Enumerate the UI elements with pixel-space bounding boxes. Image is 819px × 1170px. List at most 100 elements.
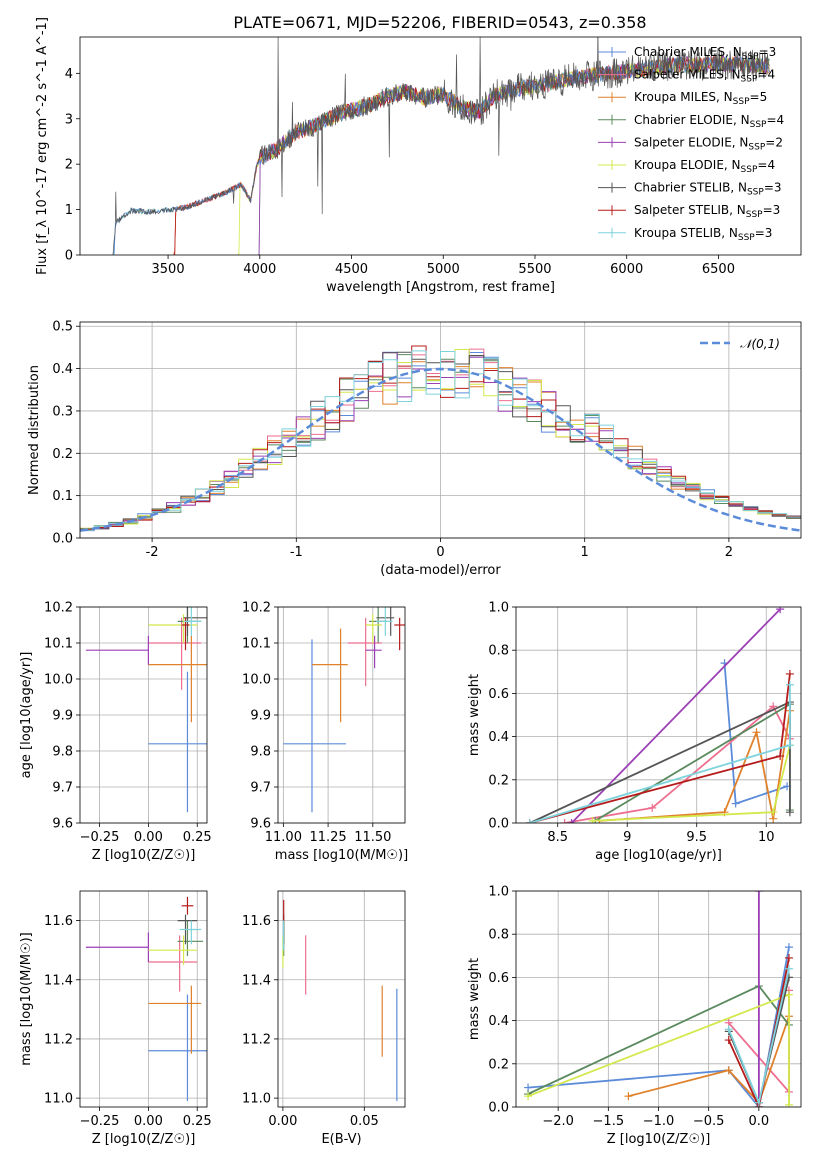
weight-point-marker (724, 1036, 733, 1045)
age_vs_Z-ylabel: age [log10(age/yr)] (19, 652, 34, 779)
y-tick-label: 10.0 (44, 673, 73, 688)
x-tick-label: 0.00 (134, 1114, 163, 1129)
weight-point-marker (784, 943, 793, 952)
y-tick-label: 0.6 (488, 971, 509, 986)
x-tick-label: 11.00 (265, 830, 302, 845)
y-tick-label: 2 (65, 158, 73, 173)
legend-entry-label: Salpeter ELODIE, NSSP=2 (634, 135, 783, 152)
mass_weight_vs_age-plot-area (525, 607, 794, 823)
age_vs_Z-plot-area (85, 607, 207, 813)
mass_weight_vs_age-frame (515, 606, 802, 824)
x-tick-label: 0.0 (749, 1114, 770, 1129)
weight-point-marker (731, 799, 740, 808)
spectrum-frame (79, 36, 802, 256)
y-tick-label: 1.0 (488, 885, 509, 900)
errorbar-point (181, 896, 194, 915)
weight-series-line (594, 702, 791, 822)
x-tick-label: −1.5 (593, 1114, 625, 1129)
y-tick-label: 0.8 (488, 928, 509, 943)
spectrum-plot-area (112, 37, 771, 255)
weight-point-marker (769, 808, 778, 817)
x-tick-label: 2 (725, 545, 733, 560)
y-tick-label: 10.1 (44, 637, 73, 652)
figure-title: PLATE=0671, MJD=52206, FIBERID=0543, z=0… (233, 13, 646, 32)
age_vs_Z-panel: −0.25 0.00 0.25 9.6 9.7 9.8 9.9 10.0 10.1 10.2 Z [… (19, 601, 212, 864)
x-tick-label: 0.25 (183, 830, 212, 845)
mass_vs_ebv-frame (277, 890, 406, 1108)
x-tick-label: 4500 (335, 262, 368, 277)
spectrum-line (113, 55, 770, 254)
weight-point-marker (524, 1092, 533, 1101)
weight-point-marker (560, 819, 569, 823)
weight-series-line (529, 700, 791, 823)
y-tick-label: 10.2 (242, 601, 271, 616)
weight-point-marker (784, 953, 793, 962)
y-tick-label: 11.2 (44, 1032, 73, 1047)
x-tick-label: 6500 (702, 262, 735, 277)
mass_vs_Z-plot-area (85, 896, 207, 1102)
y-tick-label: 1 (65, 203, 73, 218)
weight-series-line (628, 1016, 790, 1105)
legend-entry-label: Kroupa ELODIE, NSSP=4 (634, 158, 775, 175)
mass_vs_Z-panel: −0.25 0.00 0.25 11.0 11.2 11.4 11.6 Z [log10(Z/… (19, 890, 212, 1147)
errorbar-point (148, 614, 198, 643)
errorbar-point (181, 617, 190, 651)
y-tick-label: 9.7 (52, 781, 73, 796)
y-tick-label: 4 (65, 67, 73, 82)
legend-entry-label: Chabrier ELODIE, NSSP=4 (634, 113, 784, 130)
errorbar-point (148, 671, 207, 813)
mass_weight_vs_Z-xlabel: Z [log10(Z/Z☉)] (607, 1132, 711, 1147)
x-tick-label: 0.25 (183, 1114, 212, 1129)
residuals-ylabel: Normed distribution (27, 365, 42, 495)
mass_weight_vs_age-ylabel: mass weight (467, 674, 482, 756)
y-tick-label: 0.0 (488, 817, 509, 832)
residuals-frame (79, 321, 802, 539)
spectrum-panel: 3500 4000 4500 5000 5500 6000 6500 0 1 2 3 4 wavelen… (35, 17, 802, 295)
x-tick-label: 1 (581, 545, 589, 560)
weight-point-marker (785, 741, 794, 750)
weight-point-marker (567, 819, 576, 823)
x-tick-label: −2.0 (542, 1114, 574, 1129)
y-tick-label: 10.2 (44, 601, 73, 616)
weight-point-marker (648, 803, 657, 812)
x-tick-label: 0 (436, 545, 444, 560)
y-tick-label: 0.0 (52, 532, 73, 547)
x-tick-label: 4000 (243, 262, 276, 277)
age_vs_Z-frame (79, 606, 208, 824)
histogram-step-line (80, 350, 801, 531)
x-tick-label: 10 (758, 830, 775, 845)
y-tick-label: 0.2 (488, 773, 509, 788)
errorbar-point (283, 639, 346, 813)
y-tick-label: 11.0 (242, 1092, 271, 1107)
weight-point-marker (785, 808, 794, 817)
errorbar-point (148, 985, 202, 1054)
residuals-xlabel: (data-model)/error (380, 563, 501, 578)
legend-entry-label: Kroupa MILES, NSSP=5 (634, 90, 767, 107)
y-tick-label: 10.0 (242, 673, 271, 688)
errorbar-point (311, 628, 348, 723)
y-tick-label: 0.4 (52, 362, 73, 377)
y-tick-label: 1.0 (488, 601, 509, 616)
x-tick-label: 0.00 (268, 1114, 297, 1129)
errorbar-point (85, 635, 149, 665)
weight-point-marker (776, 607, 785, 614)
weight-point-marker (784, 964, 793, 973)
mass_vs_Z-xlabel: Z [log10(Z/Z☉)] (92, 1132, 196, 1147)
x-tick-label: −0.5 (693, 1114, 725, 1129)
x-tick-label: 3500 (152, 262, 185, 277)
x-tick-label: 5500 (518, 262, 551, 277)
x-tick-label: 11.25 (309, 830, 346, 845)
mass_weight_vs_age-xlabel: age [log10(age/yr)] (595, 848, 722, 863)
weight-point-marker (752, 728, 761, 737)
mass_weight_vs_Z-frame (515, 890, 802, 1108)
spectrum-xlabel: wavelength [Angstrom, rest frame] (326, 280, 555, 295)
y-tick-label: 10.1 (242, 637, 271, 652)
mass_weight_vs_Z-plot-area (524, 891, 793, 1107)
x-tick-label: 0.05 (350, 1114, 379, 1129)
weight-point-marker (785, 680, 794, 689)
age_vs_Z-xlabel: Z [log10(Z/Z☉)] (92, 848, 196, 863)
mass_vs_ebv-panel: 0.00 0.05 11.0 11.2 11.4 11.6 E(B-V) (242, 890, 406, 1147)
errorbar-point (148, 935, 198, 992)
weight-point-marker (525, 819, 534, 823)
